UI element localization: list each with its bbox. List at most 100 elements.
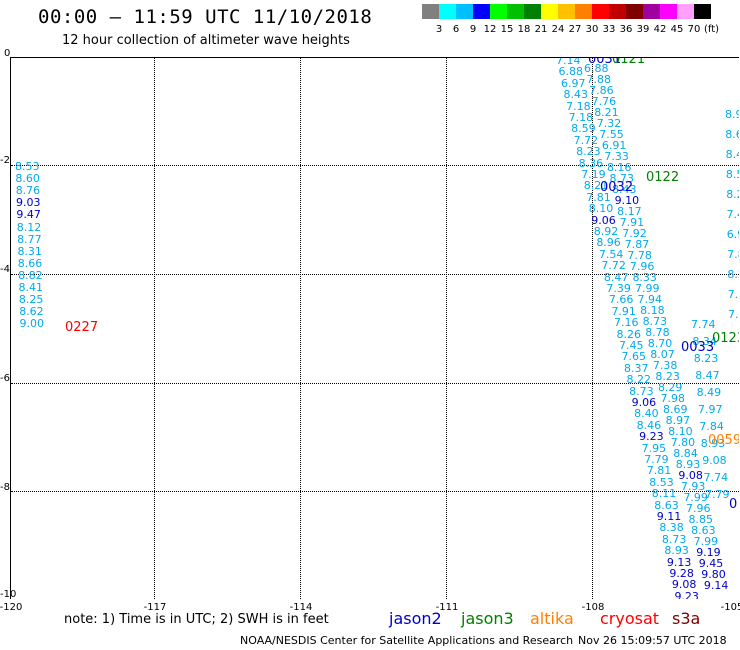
swh-value: 7.93 xyxy=(680,480,706,493)
swh-value: 7.39 xyxy=(606,282,631,295)
swh-value: 8.34 xyxy=(692,335,717,348)
x-axis-label: -120 xyxy=(0,602,23,613)
swh-value: 9.23 xyxy=(674,589,699,599)
scale-unit-label: (ft) xyxy=(704,24,720,35)
grid-line-horizontal xyxy=(11,165,739,166)
swh-value: 8.10 xyxy=(588,202,614,216)
swh-value: 8.16 xyxy=(606,161,632,174)
swh-value: 7.65 xyxy=(621,350,647,364)
swh-value: 7.14 xyxy=(556,57,581,67)
scale-label: 45 xyxy=(670,24,684,35)
pass-time-label: 0121 xyxy=(612,57,646,67)
grid-line-vertical xyxy=(592,58,593,599)
scale-label: 39 xyxy=(636,24,650,35)
swh-value: 7.96 xyxy=(629,260,655,273)
swh-value: 9.00 xyxy=(19,317,45,331)
swh-value: 7.87 xyxy=(624,238,650,251)
swh-value: 6.97 xyxy=(561,76,586,90)
swh-value: 6.9 xyxy=(726,228,739,241)
swh-value: 7.98 xyxy=(660,392,686,405)
swh-value: 8.84 xyxy=(673,447,698,460)
swh-value: 7.7 xyxy=(728,308,739,321)
swh-value: 8.18 xyxy=(640,304,665,317)
swh-value: 8.63 xyxy=(691,524,716,537)
scale-swatch xyxy=(524,4,541,19)
y-axis-label: -4 xyxy=(0,264,10,275)
swh-value: 7.18 xyxy=(566,99,591,113)
swh-value: 7.97 xyxy=(698,403,723,416)
swh-value: 8.23 xyxy=(693,352,719,365)
swh-value: 8.4 xyxy=(725,148,739,161)
swh-value: 8.93 xyxy=(675,458,701,471)
swh-value: 8.47 xyxy=(695,369,720,382)
swh-value: 7.91 xyxy=(619,216,645,229)
credit-text: NOAA/NESDIS Center for Satellite Applica… xyxy=(240,634,574,647)
swh-value: 7.45 xyxy=(619,339,644,352)
scale-label: 3 xyxy=(435,24,443,35)
swh-value: 7.95 xyxy=(641,441,667,455)
swh-value: 8.21 xyxy=(594,106,619,119)
swh-value: 7.8 xyxy=(727,248,739,261)
swh-value: 7.92 xyxy=(622,227,647,240)
swh-value: 8.60 xyxy=(15,172,40,186)
swh-value: 8.11 xyxy=(651,487,677,501)
legend-item-cryosat: cryosat xyxy=(600,609,660,628)
y-axis-label: -6 xyxy=(0,373,10,384)
swh-value: 9.47 xyxy=(16,208,41,222)
x-axis-label: -117 xyxy=(143,602,167,613)
legend-item-s3a: s3a xyxy=(672,609,701,628)
x-axis-label: -105 xyxy=(720,602,740,613)
y-axis-label: -10 xyxy=(0,589,17,600)
scale-swatch xyxy=(677,4,694,19)
grid-line-vertical xyxy=(154,58,155,599)
swh-value: 9.08 xyxy=(702,454,727,467)
swh-value: 8.49 xyxy=(696,386,722,399)
scale-swatch xyxy=(473,4,490,19)
x-axis-label: -108 xyxy=(581,602,605,613)
swh-value: 8.17 xyxy=(617,205,642,218)
scale-label: 9 xyxy=(469,24,477,35)
scale-swatch xyxy=(439,4,456,19)
swh-value: 8.22 xyxy=(626,373,652,387)
swh-value: 7.99 xyxy=(683,491,708,504)
scale-label: 18 xyxy=(517,24,531,35)
swh-value: 7.76 xyxy=(591,95,617,108)
swh-value: 8.47 xyxy=(603,270,629,284)
swh-value: 7.86 xyxy=(589,84,614,97)
timestamp-text: Nov 26 15:09:57 UTC 2018 xyxy=(578,634,727,647)
scale-label: 36 xyxy=(619,24,633,35)
scale-label: 15 xyxy=(500,24,514,35)
swh-value: 7.72 xyxy=(573,133,599,147)
swh-value: 7.74 xyxy=(703,471,729,484)
map-plot-area[interactable]: 8.53 8.60 8.76 9.03 9.47 8.12 8.77 8.31 8.66 8.82… xyxy=(10,57,739,599)
y-axis-label: -2 xyxy=(0,155,10,166)
swh-value: 8.53 xyxy=(15,160,40,173)
swh-value: 8.92 xyxy=(593,225,619,238)
page-title: 00:00 – 11:59 UTC 11/10/2018 xyxy=(38,6,373,28)
grid-line-horizontal xyxy=(11,383,739,384)
swh-value: 8.96 xyxy=(596,236,621,250)
swh-value: 9.10 xyxy=(614,194,640,207)
scale-swatch xyxy=(609,4,626,19)
swh-value: 8.21 xyxy=(583,179,609,193)
scale-swatch xyxy=(490,4,507,19)
swh-value: 7.91 xyxy=(611,304,636,318)
swh-value: 9.28 xyxy=(669,567,694,580)
swh-value: 8.07 xyxy=(650,348,675,361)
page-subtitle: 12 hour collection of altimeter wave hei… xyxy=(62,33,350,48)
swh-value: 6.88 xyxy=(584,62,609,75)
swh-value: 7.79 xyxy=(705,488,730,501)
swh-value: 8.70 xyxy=(647,337,673,350)
scale-swatch xyxy=(575,4,592,19)
pass-time-label: 0059 xyxy=(708,433,739,448)
scale-label: 12 xyxy=(483,24,497,35)
legend-item-jason3: jason3 xyxy=(461,609,514,628)
scale-swatch xyxy=(507,4,524,19)
pass-time-label: 0031 xyxy=(588,57,622,67)
swh-value: 7.33 xyxy=(604,150,629,163)
pass-time-label: 0033 xyxy=(681,340,715,355)
swh-value: 7.19 xyxy=(581,168,606,181)
swh-value: 9.06 xyxy=(631,396,657,409)
grid-line-vertical xyxy=(300,58,301,599)
swh-value: 8.12 xyxy=(16,220,42,234)
